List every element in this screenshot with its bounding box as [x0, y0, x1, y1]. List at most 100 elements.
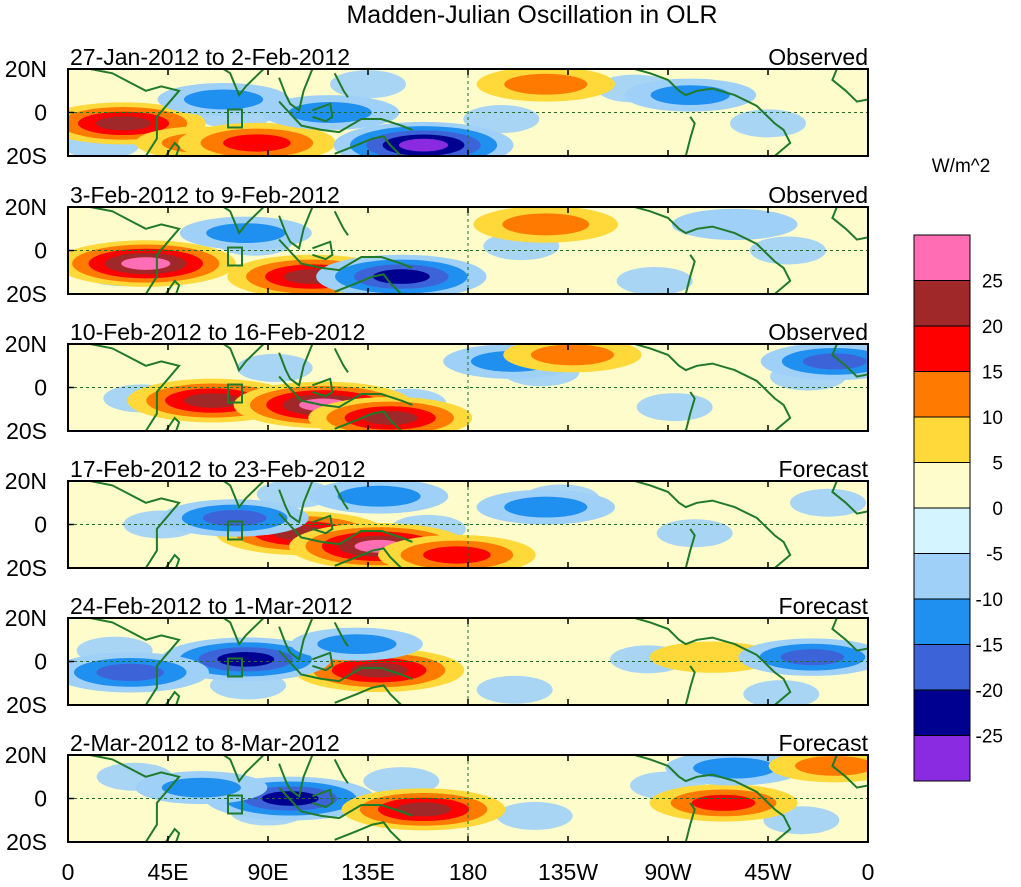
colorbar-label: 10	[982, 408, 1003, 429]
weak-anomaly-blob	[236, 353, 313, 382]
panel-kind-label: Observed	[768, 44, 868, 70]
anomaly-contour	[337, 485, 421, 507]
coastlines	[68, 755, 868, 842]
coastline	[164, 690, 181, 705]
x-tick-label: 135E	[341, 859, 395, 885]
panel-2: 3-Feb-2012 to 9-Feb-2012 Observed 20N 0 20S	[5, 182, 869, 307]
panel-period-label: 27-Jan-2012 to 2-Feb-2012	[70, 44, 350, 70]
colorbar-swatch	[913, 598, 971, 645]
coastline	[684, 665, 696, 705]
anomaly-center	[738, 638, 868, 676]
panel-kind-label: Observed	[768, 182, 868, 208]
coastlines	[68, 481, 868, 568]
coastline	[333, 758, 349, 784]
coastline	[68, 618, 181, 705]
coastline	[831, 618, 868, 652]
coastline	[68, 481, 181, 568]
anomaly-center	[671, 208, 798, 240]
colorbar-swatch	[913, 689, 971, 736]
panel-period-label: 10-Feb-2012 to 16-Feb-2012	[70, 319, 365, 345]
index-box	[227, 794, 243, 815]
coastline	[223, 618, 265, 647]
x-tick-label: 45E	[148, 859, 189, 885]
coastline	[684, 254, 696, 294]
weak-anomaly-blob	[636, 393, 713, 422]
y-tick-label: 20N	[5, 742, 47, 768]
anomaly-contour	[184, 393, 241, 408]
coastline	[831, 481, 868, 515]
weak-anomaly-blob	[496, 801, 573, 830]
coastline	[164, 416, 181, 431]
anomaly-contour	[202, 509, 267, 527]
panel-1: 27-Jan-2012 to 2-Feb-2012 Observed 20N 0 20S	[5, 44, 869, 169]
colorbar-swatch	[913, 371, 971, 418]
colorbar-label: -10	[976, 590, 1003, 611]
colorbar-swatch	[913, 280, 971, 327]
x-tick-label: 90W	[644, 859, 692, 885]
anomaly-center	[476, 69, 615, 102]
colorbar: W/m^2 25 20 15 10 5 0 -5 -10 -15 -20 -25	[913, 156, 1003, 782]
coastline	[278, 207, 314, 251]
coastline	[312, 514, 334, 535]
coastline	[68, 755, 181, 842]
colorbar-units: W/m^2	[932, 156, 991, 177]
weak-anomaly-blob	[663, 124, 740, 153]
coastline	[312, 651, 334, 672]
chart-title: Madden-Julian Oscillation in OLR	[346, 1, 717, 29]
y-tick-label: 0	[34, 786, 47, 812]
anomaly-contour	[317, 634, 397, 654]
anomaly-center	[341, 788, 506, 831]
coastline	[312, 240, 334, 261]
y-tick-label: 20S	[6, 418, 47, 444]
coastline	[312, 788, 334, 809]
y-tick-label: 0	[34, 375, 47, 401]
anomaly-center	[261, 95, 400, 130]
coastline	[223, 69, 265, 98]
panel-period-label: 17-Feb-2012 to 23-Feb-2012	[70, 456, 365, 482]
weak-anomaly-blob	[163, 812, 240, 841]
panel-period-label: 2-Mar-2012 to 8-Mar-2012	[70, 730, 340, 756]
index-box	[227, 520, 243, 541]
coastline	[223, 207, 265, 236]
anomaly-center	[760, 344, 868, 381]
weak-anomaly-blob	[730, 109, 806, 138]
anomaly-center	[378, 534, 536, 568]
anomaly-contour	[350, 662, 408, 678]
colorbar-swatch	[913, 234, 971, 281]
anomaly-contour	[802, 353, 867, 370]
coastline	[333, 484, 349, 510]
y-tick-label: 0	[34, 100, 47, 126]
coastline	[68, 344, 181, 431]
colorbar-label: 0	[992, 499, 1003, 520]
index-box	[227, 246, 243, 267]
coastline	[278, 375, 413, 409]
anomaly-contour	[96, 116, 151, 131]
coastline	[223, 344, 265, 373]
anomaly-contour	[693, 757, 777, 779]
anomaly-contour	[362, 410, 418, 425]
anomaly-center	[290, 627, 423, 661]
panel-4: 17-Feb-2012 to 23-Feb-2012 Forecast 20N 0 20…	[5, 456, 869, 581]
weak-anomaly-blob	[683, 251, 760, 280]
coastline	[312, 377, 334, 398]
weak-anomaly-blob	[436, 373, 513, 402]
colorbar-label: -20	[976, 681, 1003, 702]
anomaly-contour	[96, 663, 164, 681]
coastline	[164, 553, 181, 568]
weak-anomaly-blob	[856, 542, 868, 563]
anomaly-center	[316, 254, 487, 294]
weak-anomaly-blob	[330, 70, 406, 99]
anomaly-center	[179, 216, 312, 250]
anomaly-contour	[372, 269, 430, 284]
coastline	[334, 547, 403, 568]
coastline	[333, 72, 349, 98]
coastline	[164, 279, 181, 294]
panel-6: 2-Mar-2012 to 8-Mar-2012 Forecast 20N 0 20S	[5, 730, 869, 855]
colorbar-label: 15	[982, 363, 1003, 384]
anomaly-center	[649, 784, 798, 822]
colorbar-swatch	[913, 553, 971, 600]
coastline	[634, 481, 792, 568]
coastline	[164, 141, 181, 156]
colorbar-label: -25	[976, 727, 1003, 748]
panel-period-label: 24-Feb-2012 to 1-Mar-2012	[70, 593, 353, 619]
